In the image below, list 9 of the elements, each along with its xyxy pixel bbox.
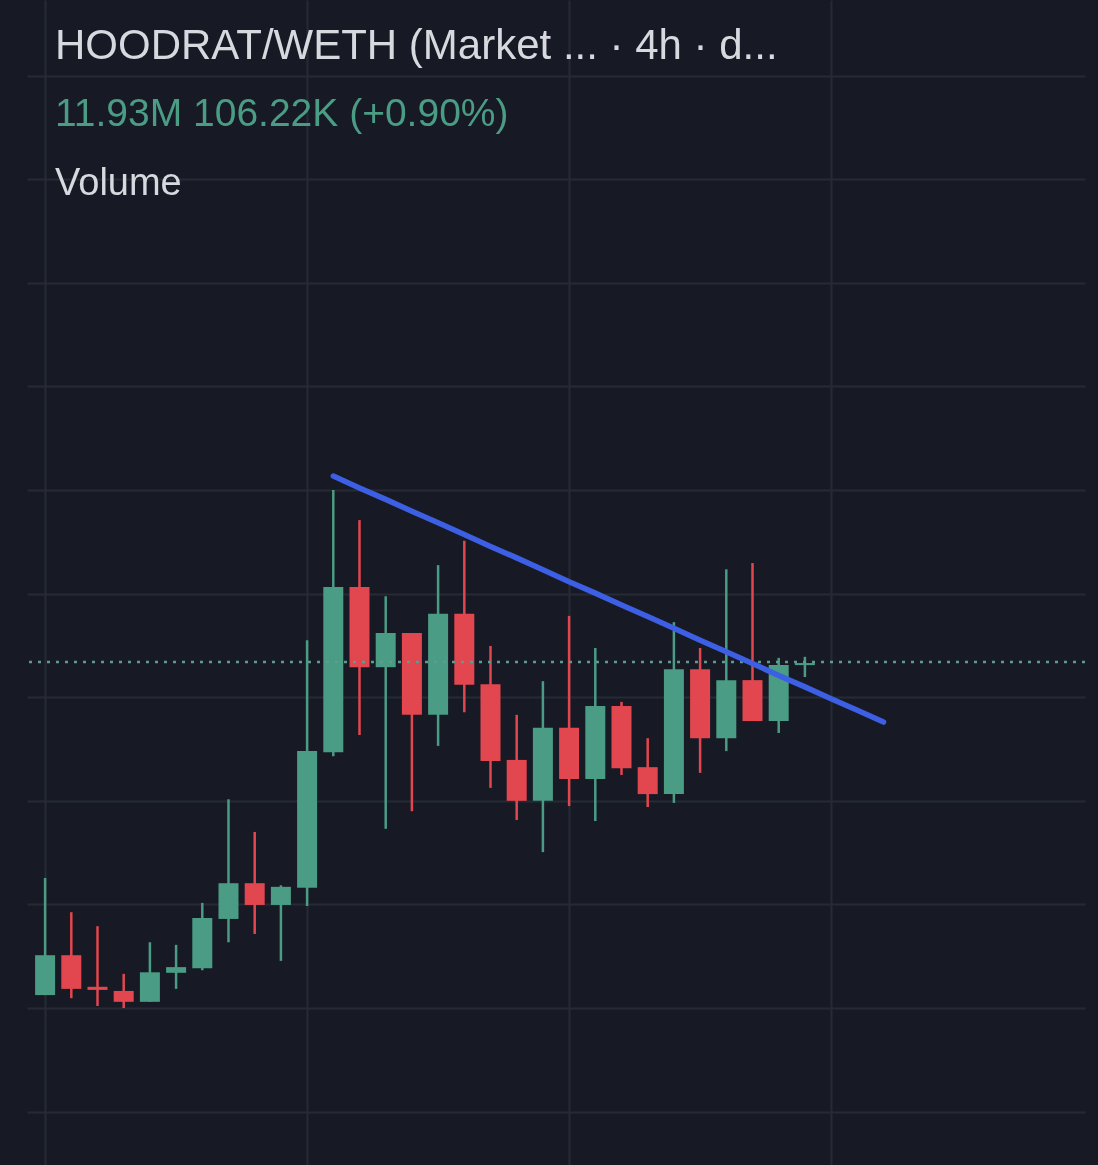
candlestick bbox=[244, 830, 265, 936]
chart-subtitle: 11.93M 106.22K (+0.90%) bbox=[55, 91, 509, 134]
candlestick bbox=[166, 943, 187, 991]
chart-title: HOODRAT/WETH (Market ... · 4h · d... bbox=[55, 21, 778, 68]
candlestick bbox=[113, 972, 134, 1010]
candlestick bbox=[794, 655, 815, 679]
candlestick bbox=[87, 924, 108, 1008]
candlestick bbox=[270, 884, 291, 963]
text: Volume bbox=[55, 161, 182, 203]
